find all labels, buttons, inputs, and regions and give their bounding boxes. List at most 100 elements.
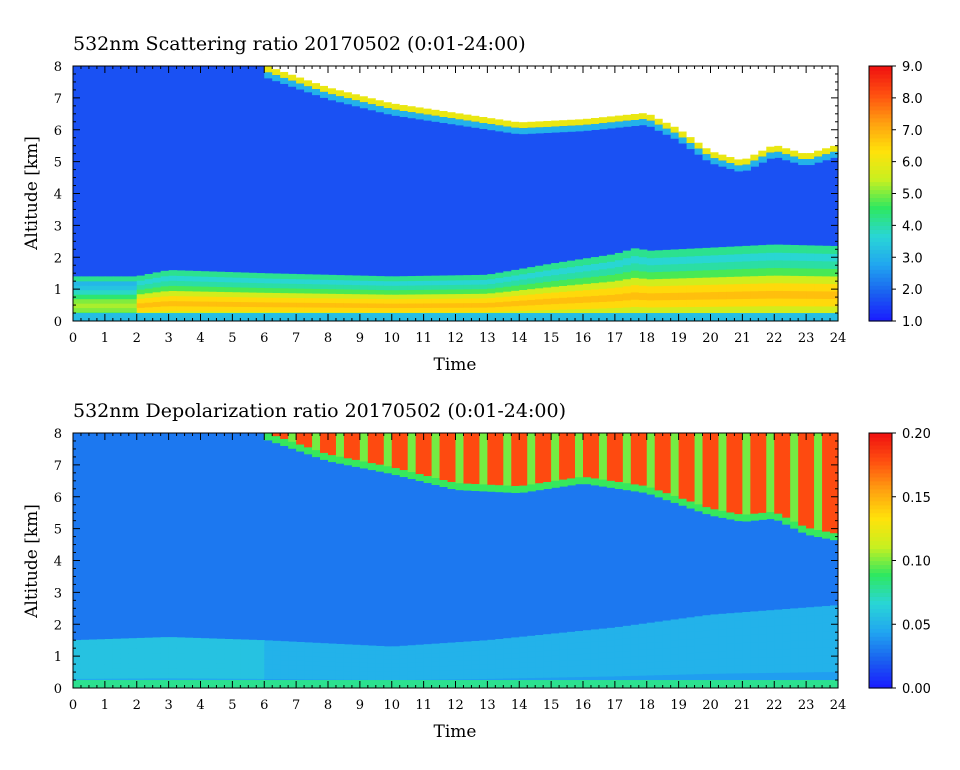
heatmap-cell	[583, 302, 592, 309]
heatmap-cell	[168, 667, 178, 674]
colorbar-segment	[869, 241, 892, 246]
colorbar-segment	[869, 604, 892, 609]
heatmap-cell	[359, 302, 369, 308]
heatmap-cell	[192, 300, 202, 307]
heatmap-cell	[766, 305, 775, 314]
heatmap-cell	[583, 664, 592, 672]
heatmap-cell	[359, 649, 369, 655]
heatmap-cell	[630, 291, 640, 300]
heatmap-cell	[662, 493, 672, 501]
heatmap-cell	[798, 298, 807, 307]
x-tick-label: 3	[164, 698, 172, 713]
heatmap-cell	[152, 647, 162, 654]
heatmap-cell	[559, 654, 568, 661]
heatmap-cell	[192, 652, 202, 659]
heatmap-cell	[702, 255, 712, 264]
heatmap-cell	[312, 279, 321, 285]
heatmap-cell	[543, 650, 552, 657]
heatmap-cell	[335, 665, 345, 671]
colorbar-segment	[869, 189, 892, 195]
heatmap-cell	[543, 634, 552, 641]
heatmap-cell	[503, 306, 512, 312]
heatmap-cell	[590, 635, 600, 642]
heatmap-cell	[630, 284, 640, 293]
heatmap-cell	[407, 66, 417, 108]
colorbar-tick-label: 2.0	[902, 283, 923, 298]
heatmap-cell	[662, 661, 672, 669]
heatmap-cell	[766, 152, 775, 159]
colorbar-tick-label: 7.0	[902, 124, 923, 139]
heatmap-cell	[527, 304, 536, 311]
colorbar-segment	[869, 588, 892, 593]
heatmap-cell	[654, 621, 664, 629]
heatmap-cell	[559, 671, 568, 678]
colorbar-segment	[869, 81, 892, 87]
heatmap-cell	[606, 645, 616, 653]
heatmap-cell	[479, 654, 488, 660]
heatmap-cell	[447, 66, 457, 114]
heatmap-cell	[575, 125, 584, 132]
heatmap-cell	[328, 661, 337, 667]
heatmap-cell	[774, 625, 783, 634]
heatmap-cell	[742, 657, 751, 666]
heatmap-cell	[359, 280, 369, 286]
heatmap-cell	[734, 66, 743, 161]
heatmap-cell	[439, 480, 449, 488]
heatmap-cell	[758, 657, 767, 666]
heatmap-cell	[822, 245, 831, 254]
heatmap-cell	[606, 122, 616, 129]
heatmap-cell	[463, 646, 473, 652]
heatmap-cell	[431, 298, 441, 304]
heatmap-cell	[814, 530, 823, 538]
heatmap-cell	[383, 671, 393, 677]
heatmap-cell	[216, 286, 226, 292]
heatmap-cell	[830, 533, 839, 541]
heatmap-cell	[463, 433, 473, 485]
heatmap-cell	[160, 637, 170, 643]
heatmap-cell	[320, 674, 329, 680]
heatmap-cell	[638, 66, 648, 115]
heatmap-cell	[447, 660, 457, 666]
heatmap-cell	[590, 66, 600, 119]
heatmap-cell	[567, 654, 576, 661]
heatmap-cell	[112, 294, 122, 300]
heatmap-cell	[463, 669, 473, 675]
heatmap-cell	[662, 249, 672, 258]
heatmap-cell	[439, 656, 449, 662]
heatmap-cell	[144, 662, 154, 669]
heatmap-cell	[774, 433, 783, 515]
heatmap-cell	[734, 433, 743, 516]
heatmap-cell	[359, 658, 369, 663]
heatmap-cell	[766, 672, 775, 681]
heatmap-cell	[447, 275, 457, 281]
heatmap-cell	[248, 272, 257, 279]
heatmap-cell	[407, 675, 417, 680]
x-tick-label: 23	[798, 698, 815, 713]
heatmap-cell	[654, 306, 664, 315]
heatmap-cell	[710, 614, 720, 623]
heatmap-cell	[200, 281, 210, 287]
heatmap-cell	[758, 267, 767, 276]
heatmap-cell	[104, 285, 114, 291]
x-tick-label: 8	[324, 698, 332, 713]
heatmap-cell	[383, 675, 393, 681]
heatmap-cell	[320, 293, 329, 299]
heatmap-cell	[312, 66, 321, 85]
heatmap-cell	[662, 654, 672, 662]
heatmap-cell	[104, 673, 114, 679]
heatmap-cell	[598, 664, 608, 671]
heatmap-cell	[479, 284, 488, 290]
heatmap-cell	[830, 261, 839, 269]
heatmap-cell	[551, 660, 560, 667]
heatmap-cell	[718, 665, 728, 674]
heatmap-cell	[622, 306, 632, 315]
colorbar-segment	[869, 293, 892, 298]
heatmap-cell	[312, 450, 321, 458]
heatmap-cell	[335, 670, 345, 676]
heatmap-cell	[495, 668, 504, 674]
heatmap-cell	[774, 513, 783, 521]
heatmap-cell	[798, 639, 807, 649]
heatmap-cell	[264, 433, 273, 441]
heatmap-cell	[88, 654, 98, 660]
heatmap-cell	[543, 482, 552, 489]
